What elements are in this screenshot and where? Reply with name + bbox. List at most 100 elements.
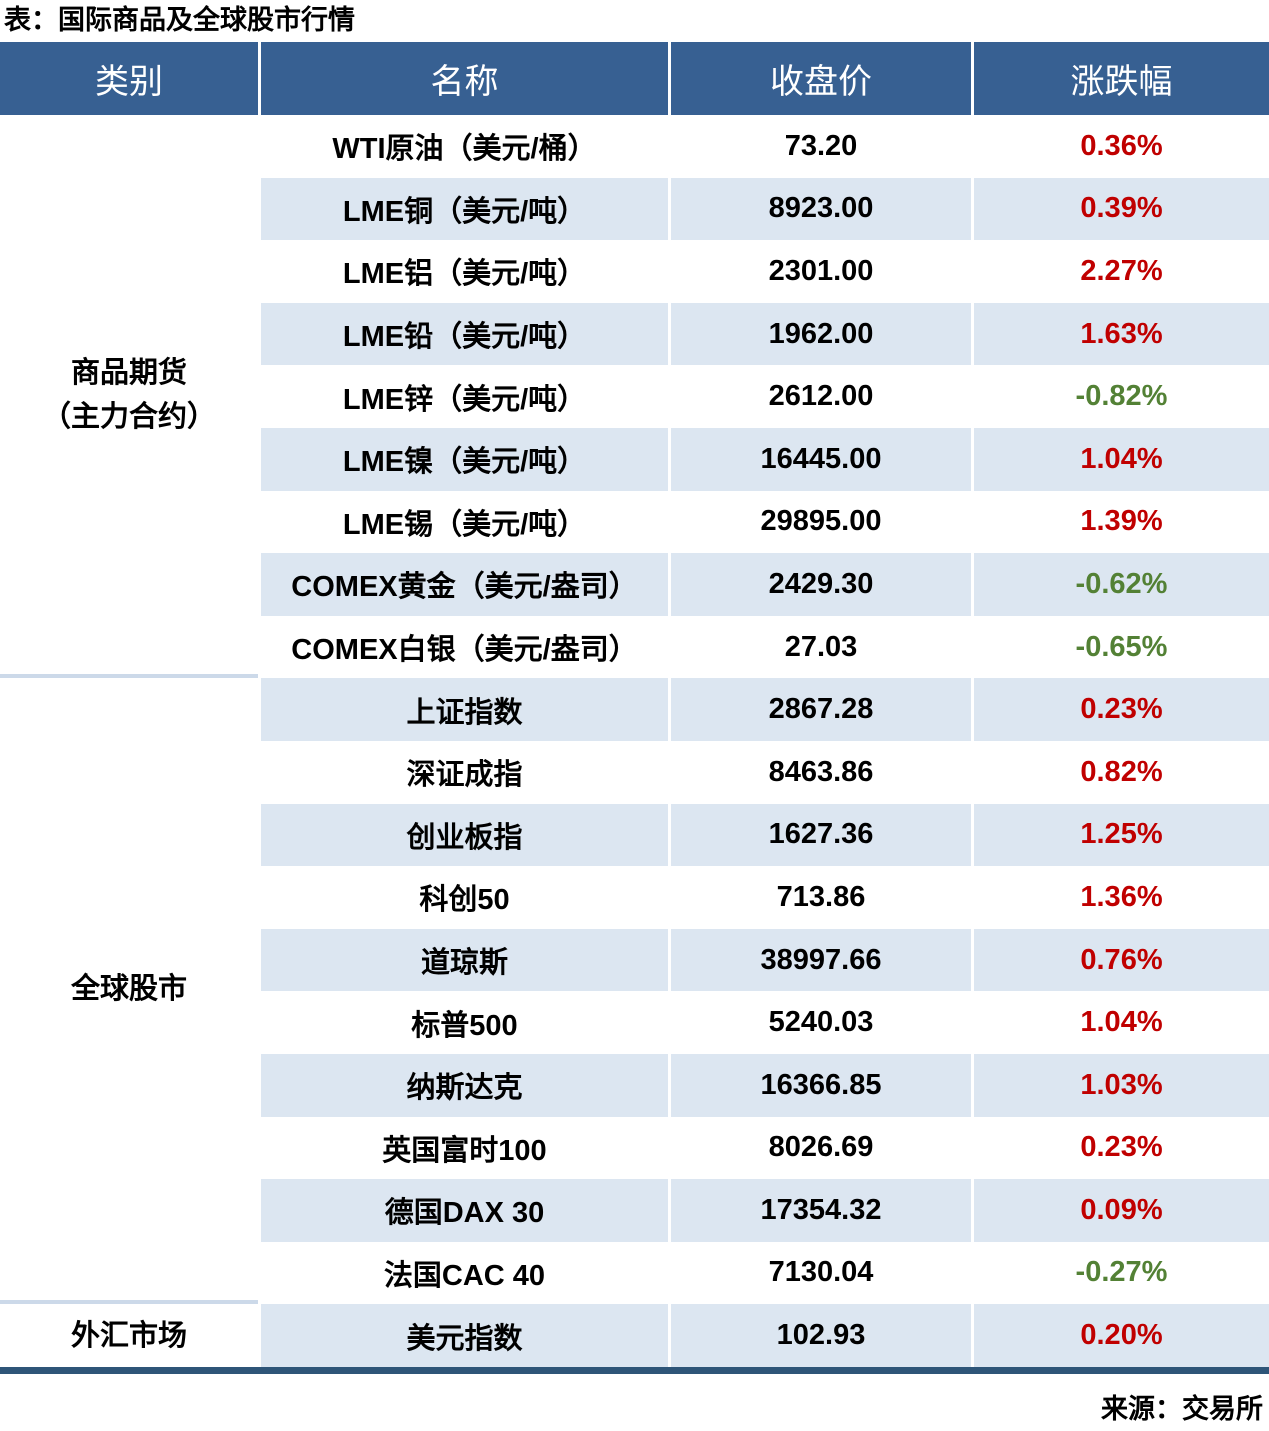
instrument-name: 科创50	[261, 866, 668, 929]
change-value: 1.04%	[1080, 1006, 1163, 1039]
change-value: -0.27%	[1075, 1256, 1168, 1289]
change-cell: 0.23%	[974, 678, 1269, 741]
table-row: 道琼斯 38997.66 0.76%	[261, 928, 1269, 992]
change-cell: -0.82%	[974, 365, 1269, 428]
table-header-row: 类别 名称 收盘价 涨跌幅	[0, 42, 1269, 115]
market-table: 类别 名称 收盘价 涨跌幅 商品期货 （主力合约） 全球股市 外汇市场 WTI原…	[0, 42, 1269, 1367]
instrument-name: 道琼斯	[261, 928, 668, 992]
table-row: LME铜（美元/吨） 8923.00 0.39%	[261, 177, 1269, 241]
instrument-name: 美元指数	[261, 1304, 668, 1367]
close-price: 16366.85	[671, 1053, 971, 1117]
table-row: 深证成指 8463.86 0.82%	[261, 740, 1269, 804]
table-row: 标普500 5240.03 1.04%	[261, 991, 1269, 1054]
close-price: 8463.86	[671, 740, 971, 804]
table-bottom-border	[0, 1366, 1269, 1374]
change-cell: 0.36%	[974, 115, 1269, 178]
table-body: 商品期货 （主力合约） 全球股市 外汇市场 WTI原油（美元/桶） 73.20 …	[0, 115, 1269, 1367]
close-price: 16445.00	[671, 427, 971, 491]
change-value: 0.82%	[1080, 755, 1163, 788]
close-price: 2301.00	[671, 240, 971, 303]
change-cell: 0.82%	[974, 740, 1269, 804]
change-cell: 1.36%	[974, 866, 1269, 929]
change-value: 0.39%	[1080, 192, 1163, 225]
table-row: LME锡（美元/吨） 29895.00 1.39%	[261, 490, 1269, 554]
table-row: 纳斯达克 16366.85 1.03%	[261, 1053, 1269, 1117]
change-value: -0.65%	[1075, 630, 1168, 663]
change-value: 0.09%	[1080, 1193, 1163, 1226]
instrument-name: LME铝（美元/吨）	[261, 240, 668, 303]
change-value: 2.27%	[1080, 254, 1163, 287]
table-row: 英国富时100 8026.69 0.23%	[261, 1116, 1269, 1180]
change-value: 0.36%	[1080, 129, 1163, 162]
close-price: 2429.30	[671, 553, 971, 616]
category-forex-market: 外汇市场	[0, 1304, 258, 1367]
instrument-name: 英国富时100	[261, 1116, 668, 1180]
table-row: LME铝（美元/吨） 2301.00 2.27%	[261, 240, 1269, 303]
instrument-name: LME锌（美元/吨）	[261, 365, 668, 428]
change-value: 1.04%	[1080, 442, 1163, 475]
close-price: 102.93	[671, 1304, 971, 1367]
close-price: 73.20	[671, 115, 971, 178]
instrument-name: LME锡（美元/吨）	[261, 490, 668, 554]
close-price: 17354.32	[671, 1179, 971, 1242]
table-row: COMEX白银（美元/盎司） 27.03 -0.65%	[261, 615, 1269, 679]
change-value: 1.63%	[1080, 317, 1163, 350]
change-value: -0.82%	[1075, 380, 1168, 413]
instrument-name: LME铅（美元/吨）	[261, 302, 668, 366]
change-cell: 2.27%	[974, 240, 1269, 303]
close-price: 8923.00	[671, 177, 971, 241]
instrument-name: COMEX白银（美元/盎司）	[261, 615, 668, 679]
change-cell: 1.04%	[974, 427, 1269, 491]
close-price: 38997.66	[671, 928, 971, 992]
change-cell: 0.76%	[974, 928, 1269, 992]
table-row: WTI原油（美元/桶） 73.20 0.36%	[261, 115, 1269, 178]
instrument-name: 创业板指	[261, 803, 668, 867]
change-cell: -0.65%	[974, 615, 1269, 679]
change-value: 1.36%	[1080, 880, 1163, 913]
instrument-name: LME铜（美元/吨）	[261, 177, 668, 241]
change-cell: -0.62%	[974, 553, 1269, 616]
market-table-figure: 表：国际商品及全球股市行情 类别 名称 收盘价 涨跌幅 商品期货 （主力合约） …	[0, 4, 1269, 1426]
close-price: 7130.04	[671, 1241, 971, 1305]
table-row: LME镍（美元/吨） 16445.00 1.04%	[261, 427, 1269, 491]
close-price: 2867.28	[671, 678, 971, 741]
close-price: 1627.36	[671, 803, 971, 867]
header-close-price: 收盘价	[671, 42, 971, 115]
close-price: 2612.00	[671, 365, 971, 428]
instrument-name: WTI原油（美元/桶）	[261, 115, 668, 178]
instrument-name: 上证指数	[261, 678, 668, 741]
change-cell: 1.63%	[974, 302, 1269, 366]
change-cell: 1.25%	[974, 803, 1269, 867]
table-row: 科创50 713.86 1.36%	[261, 866, 1269, 929]
change-cell: 1.04%	[974, 991, 1269, 1054]
change-value: 1.39%	[1080, 505, 1163, 538]
change-cell: 0.09%	[974, 1179, 1269, 1242]
source-note: 来源：交易所	[1101, 1393, 1263, 1424]
instrument-name: LME镍（美元/吨）	[261, 427, 668, 491]
close-price: 29895.00	[671, 490, 971, 554]
instrument-name: 纳斯达克	[261, 1053, 668, 1117]
change-cell: 0.39%	[974, 177, 1269, 241]
table-row: LME锌（美元/吨） 2612.00 -0.82%	[261, 365, 1269, 428]
change-cell: -0.27%	[974, 1241, 1269, 1305]
change-cell: 0.23%	[974, 1116, 1269, 1180]
change-value: 0.76%	[1080, 943, 1163, 976]
instrument-name: 德国DAX 30	[261, 1179, 668, 1242]
header-change-pct: 涨跌幅	[974, 42, 1269, 115]
change-cell: 0.20%	[974, 1304, 1269, 1367]
change-value: 1.03%	[1080, 1068, 1163, 1101]
table-row: 上证指数 2867.28 0.23%	[261, 678, 1269, 741]
change-value: 0.23%	[1080, 1131, 1163, 1164]
table-row: 法国CAC 40 7130.04 -0.27%	[261, 1241, 1269, 1305]
instrument-name: COMEX黄金（美元/盎司）	[261, 553, 668, 616]
table-row: COMEX黄金（美元/盎司） 2429.30 -0.62%	[261, 553, 1269, 616]
close-price: 1962.00	[671, 302, 971, 366]
category-column: 商品期货 （主力合约） 全球股市 外汇市场	[0, 115, 258, 1367]
category-global-stocks: 全球股市	[0, 678, 258, 1305]
close-price: 5240.03	[671, 991, 971, 1054]
table-row: 美元指数 102.93 0.20%	[261, 1304, 1269, 1367]
close-price: 713.86	[671, 866, 971, 929]
table-row: 德国DAX 30 17354.32 0.09%	[261, 1179, 1269, 1242]
change-value: 0.20%	[1080, 1319, 1163, 1352]
close-price: 8026.69	[671, 1116, 971, 1180]
